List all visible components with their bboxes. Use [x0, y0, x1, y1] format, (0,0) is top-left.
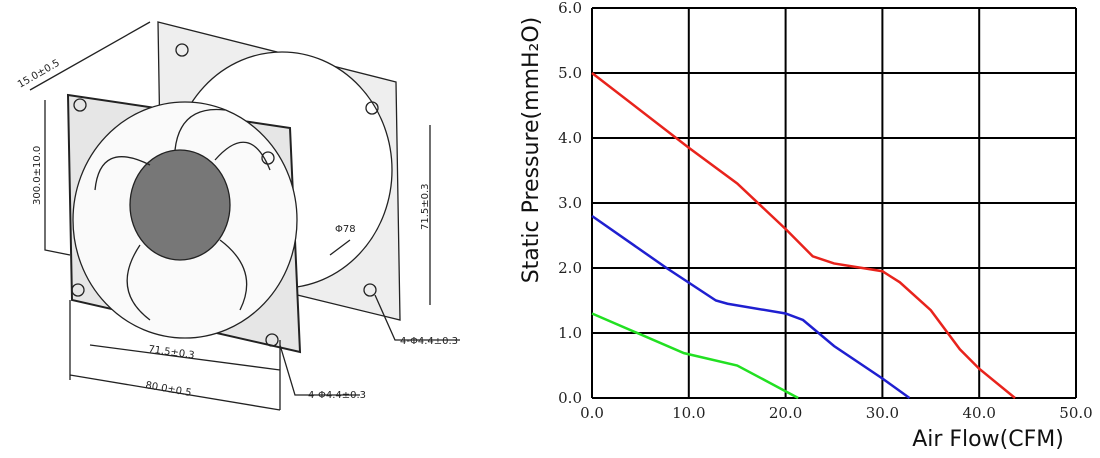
x-tick-label: 40.0 [962, 404, 995, 422]
y-tick-label: 2.0 [558, 259, 582, 277]
fan-drawing: 15.0±0.5 300.0±10.0 71.5±0.3 Φ78 4-Φ4.4±… [16, 21, 460, 411]
x-axis-title: Air Flow(CFM) [912, 427, 1064, 452]
x-tick-label: 0.0 [580, 404, 604, 422]
data-line [591, 214, 911, 400]
dimension-label: 300.0±10.0 [32, 146, 43, 205]
dimension-label: 71.5±0.3 [148, 344, 196, 361]
y-tick-label: 5.0 [558, 64, 582, 82]
x-tick-label: 10.0 [672, 404, 705, 422]
dimension-label: 4-Φ4.4±0.3 [308, 390, 366, 401]
y-tick-label: 3.0 [558, 194, 582, 212]
dimension-label: Φ78 [335, 224, 356, 235]
x-tick-label: 20.0 [769, 404, 802, 422]
y-axis-title: Static Pressure(mmH₂O) [519, 17, 544, 284]
y-tick-label: 6.0 [558, 0, 582, 17]
data-line [591, 72, 1016, 399]
x-tick-label: 30.0 [866, 404, 899, 422]
y-tick-label: 4.0 [558, 129, 582, 147]
dimension-label: 4-Φ4.4±0.3 [400, 336, 458, 347]
y-tick-label: 0.0 [558, 389, 582, 407]
y-tick-label: 1.0 [558, 324, 582, 342]
dimension-label: 80.0±0.5 [144, 380, 192, 399]
data-line [591, 312, 799, 400]
x-tick-label: 50.0 [1059, 404, 1092, 422]
dimension-label: 71.5±0.3 [420, 183, 431, 230]
